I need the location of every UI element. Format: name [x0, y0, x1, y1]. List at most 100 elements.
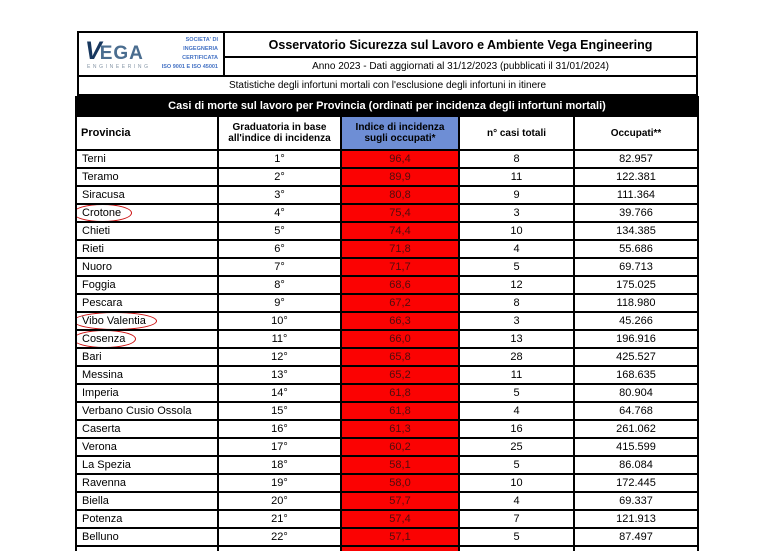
- document-subtitle: Anno 2023 - Dati aggiornati al 31/12/202…: [312, 61, 609, 72]
- cell-casi: 5: [458, 527, 573, 545]
- cell-casi: 13: [458, 329, 573, 347]
- cell-graduatoria: 18°: [217, 455, 340, 473]
- cell-casi: 4: [458, 401, 573, 419]
- cell-provincia: Belluno: [75, 527, 217, 545]
- column-header-indice: Indice di incidenza sugli occupati*: [340, 115, 458, 149]
- province-incidence-table: Provincia Graduatoria in base all'indice…: [75, 115, 699, 551]
- cell-occupati: 39.766: [573, 203, 697, 221]
- province-name: Messina: [82, 369, 123, 381]
- cell-indice: 75,4: [340, 203, 458, 221]
- cell-casi: 25: [458, 437, 573, 455]
- cell-graduatoria: 5°: [217, 221, 340, 239]
- cell-occupati: 425.527: [573, 347, 697, 365]
- cell-occupati: 134.385: [573, 221, 697, 239]
- table-row: Messina 13° 65,2 11 168.635: [75, 365, 697, 383]
- cell-occupati: 69.337: [573, 491, 697, 509]
- table-row: Teramo 2° 89,9 11 122.381: [75, 167, 697, 185]
- statistics-table-area: Casi di morte sul lavoro per Provincia (…: [75, 96, 699, 551]
- cell-occupati: 45.266: [573, 311, 697, 329]
- cell-occupati: [573, 545, 697, 551]
- cell-provincia: Biella: [75, 491, 217, 509]
- logo-letters-ega: EGA: [99, 42, 144, 64]
- province-name: Pescara: [82, 297, 123, 309]
- cell-graduatoria: 14°: [217, 383, 340, 401]
- cell-occupati: 80.904: [573, 383, 697, 401]
- cell-occupati: 196.916: [573, 329, 697, 347]
- cell-occupati: 64.768: [573, 401, 697, 419]
- province-name: Verona: [82, 441, 117, 453]
- cell-occupati: 415.599: [573, 437, 697, 455]
- province-name: Rieti: [82, 243, 105, 255]
- province-name: Nuoro: [82, 261, 112, 273]
- certification-line-3: ISO 9001 E ISO 45001: [161, 63, 218, 70]
- cell-casi: 5: [458, 455, 573, 473]
- province-name: Verbano Cusio Ossola: [82, 405, 192, 417]
- cell-indice: [340, 545, 458, 551]
- province-name: Caserta: [82, 423, 121, 435]
- cell-graduatoria: 7°: [217, 257, 340, 275]
- cell-graduatoria: 9°: [217, 293, 340, 311]
- cell-graduatoria: 6°: [217, 239, 340, 257]
- province-name: Terni: [82, 153, 106, 165]
- table-row: Verona 17° 60,2 25 415.599: [75, 437, 697, 455]
- table-header-row: Provincia Graduatoria in base all'indice…: [75, 115, 697, 149]
- cell-provincia: Bari: [75, 347, 217, 365]
- cell-graduatoria: [217, 545, 340, 551]
- cell-indice: 61,3: [340, 419, 458, 437]
- cell-indice: 61,8: [340, 383, 458, 401]
- document-title: Osservatorio Sicurezza sul Lavoro e Ambi…: [225, 33, 696, 58]
- cell-indice: 60,2: [340, 437, 458, 455]
- table-row: Vibo Valentia 10° 66,3 3 45.266: [75, 311, 697, 329]
- certification-line-1: SOCIETA' DI INGEGNERIA: [183, 37, 218, 53]
- cell-occupati: 168.635: [573, 365, 697, 383]
- province-name: Biella: [82, 495, 109, 507]
- cell-indice: 80,8: [340, 185, 458, 203]
- cell-occupati: 111.364: [573, 185, 697, 203]
- province-name: Bari: [82, 351, 102, 363]
- cell-provincia: Siracusa: [75, 185, 217, 203]
- cell-casi: 10: [458, 473, 573, 491]
- table-row: Verbano Cusio Ossola 15° 61,8 4 64.768: [75, 401, 697, 419]
- cell-occupati: 122.381: [573, 167, 697, 185]
- column-header-graduatoria: Graduatoria in base all'indice di incide…: [217, 115, 340, 149]
- cell-indice: 74,4: [340, 221, 458, 239]
- cell-casi: 12: [458, 275, 573, 293]
- cell-indice: 65,2: [340, 365, 458, 383]
- cell-provincia: La Spezia: [75, 455, 217, 473]
- cell-provincia: Chieti: [75, 221, 217, 239]
- cell-graduatoria: 1°: [217, 149, 340, 167]
- cell-indice: 66,0: [340, 329, 458, 347]
- cell-indice: 96,4: [340, 149, 458, 167]
- cell-indice: 71,8: [340, 239, 458, 257]
- table-row: Foggia 8° 68,6 12 175.025: [75, 275, 697, 293]
- cell-graduatoria: 3°: [217, 185, 340, 203]
- cell-provincia: Terni: [75, 149, 217, 167]
- province-name: Belluno: [82, 531, 119, 543]
- cell-occupati: 87.497: [573, 527, 697, 545]
- vega-logo: VEGA ENGINEERING SOCIETA' DI INGEGNERIA …: [79, 33, 225, 75]
- cell-indice: 57,1: [340, 527, 458, 545]
- cell-graduatoria: 15°: [217, 401, 340, 419]
- cell-graduatoria: 2°: [217, 167, 340, 185]
- table-row: Bari 12° 65,8 28 425.527: [75, 347, 697, 365]
- table-title-banner: Casi di morte sul lavoro per Provincia (…: [75, 96, 699, 115]
- cell-graduatoria: 19°: [217, 473, 340, 491]
- table-row: Nuoro 7° 71,7 5 69.713: [75, 257, 697, 275]
- cell-casi: 11: [458, 167, 573, 185]
- cell-indice: 68,6: [340, 275, 458, 293]
- cell-casi: 10: [458, 221, 573, 239]
- logo-certification-text: SOCIETA' DI INGEGNERIA CERTIFICATA ISO 9…: [151, 36, 218, 71]
- cell-indice: 58,0: [340, 473, 458, 491]
- cell-graduatoria: 4°: [217, 203, 340, 221]
- table-row: Caserta 16° 61,3 16 261.062: [75, 419, 697, 437]
- table-row: La Spezia 18° 58,1 5 86.084: [75, 455, 697, 473]
- cell-occupati: 121.913: [573, 509, 697, 527]
- cell-graduatoria: 12°: [217, 347, 340, 365]
- cell-casi: 11: [458, 365, 573, 383]
- cell-provincia: Messina: [75, 365, 217, 383]
- logo-letter-v: V: [85, 36, 102, 65]
- header-top-section: VEGA ENGINEERING SOCIETA' DI INGEGNERIA …: [79, 33, 696, 75]
- cell-provincia: Crotone: [75, 203, 217, 221]
- province-name: Potenza: [82, 513, 123, 525]
